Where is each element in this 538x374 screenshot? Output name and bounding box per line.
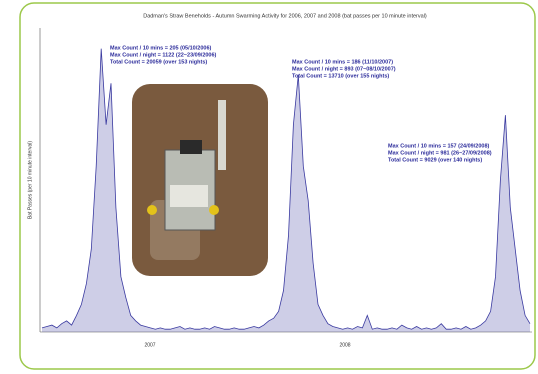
chart-title: Dadman's Straw Beneholds - Autumn Swarmi… [143,13,427,19]
x-group-label: 2007 [144,342,155,348]
annotation: Max Count / night = 1122 (22~23/09/2006) [110,52,217,58]
photo-clip [209,205,219,215]
annotation: Total Count = 20059 (over 153 nights) [110,59,207,65]
annotation: Max Count / night = 981 (26~27/09/2008) [388,150,492,156]
annotation: Max Count / 10 mins = 186 (11/10/2007) [292,59,393,65]
x-group-label: 2008 [339,342,350,348]
annotation: Max Count / 10 mins = 205 (05/10/2006) [110,45,212,51]
photo [132,84,268,276]
photo-microphone [218,100,226,170]
photo-clip [147,205,157,215]
chart: Dadman's Straw Beneholds - Autumn Swarmi… [0,0,538,374]
y-axis-label: Bat Passes (per 10 minute interval) [27,141,33,219]
annotation: Max Count / night = 893 (07~08/10/2007) [292,66,396,72]
annotation: Total Count = 9029 (over 140 nights) [388,157,482,163]
photo-battery [180,140,202,154]
photo-panel [170,185,208,207]
annotation: Total Count = 13710 (over 155 nights) [292,73,389,79]
annotation: Max Count / 10 mins = 157 (24/09/2008) [388,143,490,149]
